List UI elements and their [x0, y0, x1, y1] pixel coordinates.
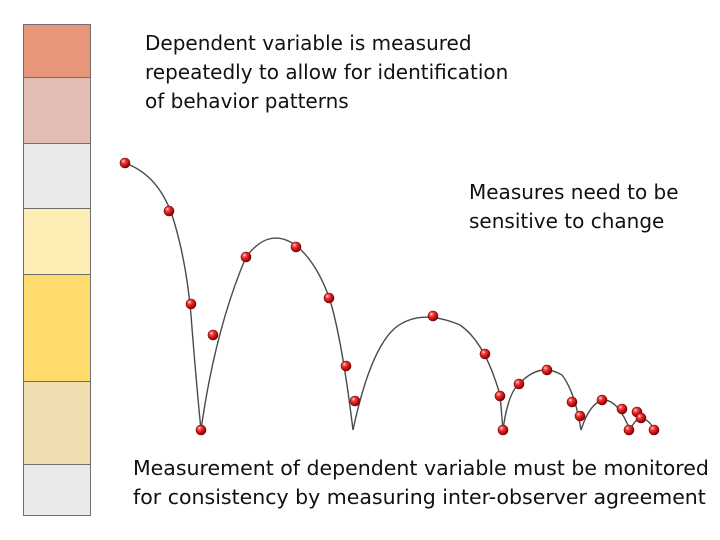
- measurement-point: [596, 394, 608, 406]
- measurement-point: [349, 395, 361, 407]
- measurement-point: [494, 390, 506, 402]
- bounce-curve-2: [200, 237, 354, 431]
- measurement-point: [648, 424, 660, 436]
- repeated-measurement-text: Dependent variable is measured repeatedl…: [145, 31, 509, 113]
- measurement-point: [163, 205, 175, 217]
- swatch-pale-yellow: [23, 208, 91, 275]
- measurement-point: [427, 310, 439, 322]
- measurement-point: [574, 410, 586, 422]
- swatch-salmon: [23, 24, 91, 78]
- measurement-point: [497, 424, 509, 436]
- measurement-point: [323, 292, 335, 304]
- measurement-point: [185, 298, 197, 310]
- color-swatch-bar: [23, 24, 91, 516]
- measurement-point: [290, 241, 302, 253]
- measurement-point: [479, 348, 491, 360]
- swatch-gray-bottom: [23, 464, 91, 516]
- agreement-text: Measurement of dependent variable must b…: [133, 456, 709, 509]
- measurement-point: [635, 412, 647, 424]
- measurement-point: [195, 424, 207, 436]
- measurement-points: [119, 157, 660, 436]
- bounce-curve-1: [124, 162, 202, 431]
- measurement-point: [616, 403, 628, 415]
- measurement-point: [513, 378, 525, 390]
- measurement-point: [623, 424, 635, 436]
- swatch-gold: [23, 274, 91, 382]
- measurement-point: [340, 360, 352, 372]
- bounce-trajectory: [124, 162, 655, 431]
- measurement-point: [566, 396, 578, 408]
- sensitivity-text: Measures need to be sensitive to change: [469, 180, 679, 233]
- swatch-tan: [23, 381, 91, 465]
- measurement-point: [119, 157, 131, 169]
- measurement-point: [240, 251, 252, 263]
- bounce-curve-3: [352, 316, 504, 431]
- swatch-light-pink: [23, 77, 91, 144]
- measurement-point: [207, 329, 219, 341]
- measurement-point: [541, 364, 553, 376]
